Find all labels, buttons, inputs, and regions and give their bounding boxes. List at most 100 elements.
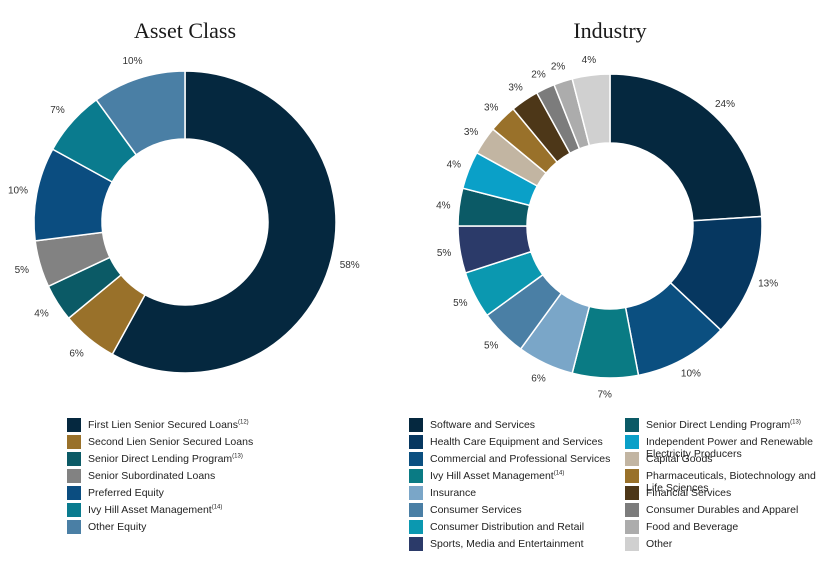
legend-swatch [625,418,639,432]
legend-text: First Lien Senior Secured Loans(12) [88,418,249,431]
industry-legend-item: Consumer Durables and Apparel [625,503,828,517]
legend-label: Senior Direct Lending Program [646,419,791,431]
legend-text: Commercial and Professional Services [430,452,610,465]
legend-text: Preferred Equity [88,486,164,499]
legend-text: Health Care Equipment and Services [430,435,603,448]
legend-swatch [409,537,423,551]
legend-text: Senior Direct Lending Program(13) [88,452,243,465]
industry-legend-item: Senior Direct Lending Program(13) [625,418,828,432]
industry-value-label: 7% [597,389,612,400]
legend-text: Sports, Media and Entertainment [430,537,584,550]
legend-label: Food and Beverage [646,521,739,533]
industry-legend-item: Pharmaceuticals, Biotechnology and Life … [625,469,828,494]
legend-footnote: (13) [790,419,801,426]
legend-swatch [625,520,639,534]
legend-swatch [67,486,81,500]
asset-class-value-label: 10% [8,186,28,197]
industry-value-label: 4% [582,55,597,66]
industry-donut: Industry 24% 13% 10% 7% 6% 5% 5% 5% 4% 4% 3% 3% 3% 2% 2… [436,18,778,400]
legend-footnote: (14) [553,470,565,477]
industry-value-label: 2% [531,70,546,81]
legend-label: Sports, Media and Entertainment [430,538,584,550]
legend-text: Independent Power and Renewable Electric… [646,435,828,460]
legend-text: Consumer Durables and Apparel [646,503,798,516]
industry-value-label: 3% [484,103,499,114]
industry-legend-item: Other [625,537,828,551]
asset-class-slice-first-lien-senior-secured-loans [111,70,337,374]
industry-legend-item: Health Care Equipment and Services [409,435,614,449]
legend-label: Capital Goods [646,453,713,465]
industry-legend-item: Software and Services [409,418,614,432]
industry-value-label: 5% [437,248,452,259]
legend-label: Consumer Distribution and Retail [430,521,585,533]
legend-swatch [409,452,423,466]
industry-legend-item: Sports, Media and Entertainment [409,537,614,551]
industry-legend-item: Consumer Services [409,503,614,517]
industry-legend-item: Consumer Distribution and Retail [409,520,614,534]
legend-text: Ivy Hill Asset Management(14) [430,469,564,482]
legend-text: Second Lien Senior Secured Loans [88,435,253,448]
legend-label: Other Equity [88,521,147,533]
legend-text: Other [646,537,672,550]
legend-label: Other [646,538,673,550]
legend-swatch [67,435,81,449]
asset-class-slice-other-equity [95,70,186,156]
asset-class-legend-item: Preferred Equity [67,486,297,500]
legend-swatch [625,503,639,517]
industry-value-label: 2% [551,62,566,73]
legend-swatch [625,452,639,466]
legend-text: Insurance [430,486,476,499]
legend-text: Ivy Hill Asset Management(14) [88,503,222,516]
legend-label: Financial Services [646,487,732,499]
industry-title: Industry [573,18,646,43]
legend-text: Other Equity [88,520,146,533]
legend-label: Software and Services [430,419,536,431]
legend-text: Senior Direct Lending Program(13) [646,418,801,431]
industry-value-label: 24% [715,99,735,110]
legend-label: Independent Power and Renewable Electric… [646,436,813,460]
industry-value-label: 5% [453,298,468,309]
legend-swatch [409,469,423,483]
legend-swatch [409,503,423,517]
industry-value-label: 4% [447,160,462,171]
legend-footnote: (14) [211,504,223,511]
asset-class-legend-item: First Lien Senior Secured Loans(12) [67,418,297,432]
asset-class-donut: Asset Class 58% 6% 4% 5% 10% 7% 10% [8,18,360,374]
legend-text: Pharmaceuticals, Biotechnology and Life … [646,469,828,494]
legend-text: Food and Beverage [646,520,738,533]
legend-label: Ivy Hill Asset Management [430,470,554,482]
industry-value-label: 5% [484,340,499,351]
asset-class-value-label: 5% [15,265,30,276]
legend-label: Pharmaceuticals, Biotechnology and Life … [646,470,816,494]
legend-label: Consumer Durables and Apparel [646,504,799,516]
legend-swatch [409,435,423,449]
legend-label: Preferred Equity [88,487,164,499]
legend-swatch [67,469,81,483]
asset-class-legend-item: Other Equity [67,520,297,534]
industry-legend-item: Financial Services [625,486,828,500]
legend-text: Senior Subordinated Loans [88,469,215,482]
asset-class-legend-item: Senior Direct Lending Program(13) [67,452,297,466]
legend-label: Senior Direct Lending Program [88,453,233,465]
legend-footnote: (12) [238,419,249,426]
industry-value-label: 4% [436,200,451,211]
asset-class-value-label: 58% [340,260,360,271]
legend-footnote: (13) [232,453,243,460]
industry-legend-item: Ivy Hill Asset Management(14) [409,469,614,483]
legend-label: Health Care Equipment and Services [430,436,603,448]
legend-swatch [625,537,639,551]
legend-label: First Lien Senior Secured Loans [88,419,238,431]
industry-legend-item: Insurance [409,486,614,500]
legend-label: Second Lien Senior Secured Loans [88,436,254,448]
industry-value-label: 3% [464,127,479,138]
asset-class-legend-item: Senior Subordinated Loans [67,469,297,483]
charts-canvas: Asset Class 58% 6% 4% 5% 10% 7% 10% Industry 24%… [8,18,778,400]
legend-swatch [625,469,639,483]
industry-legend-item: Food and Beverage [625,520,828,534]
asset-class-title: Asset Class [134,18,236,43]
industry-value-label: 13% [758,278,778,289]
legend-label: Commercial and Professional Services [430,453,611,465]
asset-class-legend-item: Ivy Hill Asset Management(14) [67,503,297,517]
legend-label: Ivy Hill Asset Management [88,504,212,516]
legend-swatch [625,435,639,449]
